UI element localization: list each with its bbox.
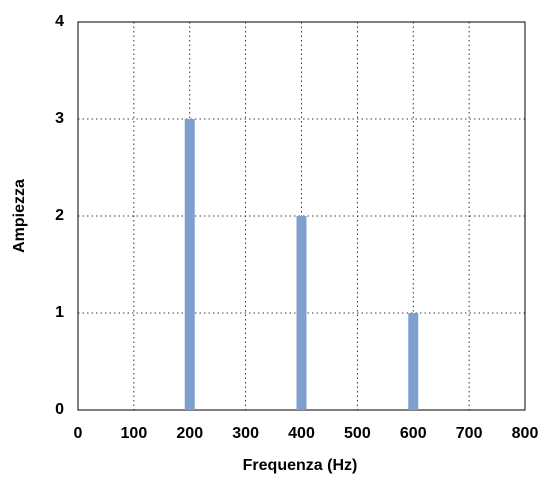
y-axis-label: Ampiezza	[11, 179, 28, 253]
x-axis-label: Frequenza (Hz)	[243, 457, 358, 474]
x-tick-label: 100	[121, 425, 148, 442]
x-tick-label: 0	[74, 425, 83, 442]
x-tick-label: 800	[512, 425, 539, 442]
x-tick-label: 600	[400, 425, 427, 442]
y-tick-label: 4	[55, 13, 64, 30]
bar	[408, 313, 419, 410]
x-tick-label: 300	[232, 425, 259, 442]
x-tick-label: 700	[456, 425, 483, 442]
y-tick-label: 2	[55, 207, 64, 224]
bar	[296, 216, 307, 410]
bar	[184, 119, 195, 410]
y-tick-label: 0	[55, 401, 64, 418]
x-tick-label: 200	[176, 425, 203, 442]
y-tick-label: 1	[55, 304, 64, 321]
y-tick-label: 3	[55, 110, 64, 127]
x-tick-label: 400	[288, 425, 315, 442]
x-tick-label: 500	[344, 425, 371, 442]
